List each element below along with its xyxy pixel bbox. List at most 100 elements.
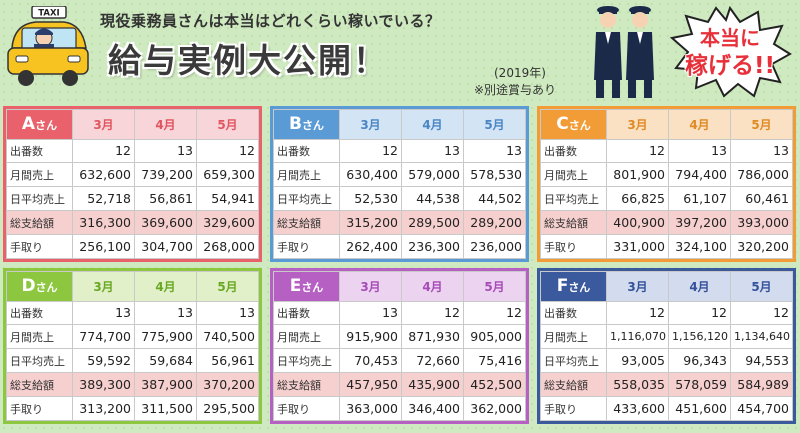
value-cell: 13	[401, 138, 464, 164]
month-header: 3月	[72, 109, 135, 140]
value-cell: 370,200	[196, 372, 259, 398]
salary-table: Aさん 3月 4月 5月 出番数 12 13 12 月間売上 632,600 739,200 659,…	[6, 109, 259, 259]
row-label: 月間売上	[273, 162, 340, 188]
month-header: 4月	[134, 109, 197, 140]
row-label: 手取り	[273, 234, 340, 259]
table-row: 日平均売上 59,592 59,684 56,961	[6, 348, 259, 374]
value-cell: 13	[463, 138, 526, 164]
month-header: 3月	[339, 109, 402, 140]
value-cell: 54,941	[196, 186, 259, 212]
driver-letter: C	[556, 114, 569, 135]
value-cell: 632,600	[72, 162, 135, 188]
value-cell: 579,000	[401, 162, 464, 188]
value-cell: 289,500	[401, 210, 464, 236]
driver-letter: D	[21, 276, 36, 297]
table-row: 総支給額 389,300 387,900 370,200	[6, 372, 259, 398]
month-header: 3月	[339, 271, 402, 302]
value-cell: 774,700	[72, 324, 135, 350]
row-label: 出番数	[6, 300, 73, 326]
table-row: 手取り 262,400 236,300 236,000	[273, 234, 526, 259]
driver-suffix: さん	[568, 119, 591, 133]
driver-suffix: さん	[301, 281, 324, 295]
value-cell: 13	[668, 138, 731, 164]
salary-panel-c: Cさん 3月 4月 5月 出番数 12 13 13 月間売上 801,900 794,400 786,…	[537, 106, 796, 262]
table-row: 出番数 12 13 12	[6, 138, 259, 164]
value-cell: 387,900	[134, 372, 197, 398]
driver-letter: E	[289, 276, 302, 297]
month-header: 3月	[606, 109, 669, 140]
row-label: 手取り	[540, 234, 607, 259]
value-cell: 61,107	[668, 186, 731, 212]
value-cell: 315,200	[339, 210, 402, 236]
value-cell: 56,961	[196, 348, 259, 374]
taxi-sign-text: TAXI	[38, 9, 59, 19]
table-row: 手取り 363,000 346,400 362,000	[273, 396, 526, 421]
taxi-driver-illustration: TAXI	[7, 6, 89, 86]
value-cell: 740,500	[196, 324, 259, 350]
value-cell: 52,530	[339, 186, 402, 212]
row-label: 日平均売上	[540, 186, 607, 212]
table-row: 日平均売上 70,453 72,660 75,416	[273, 348, 526, 374]
driver-suffix: さん	[568, 281, 591, 295]
value-cell: 75,416	[463, 348, 526, 374]
starburst-icon	[669, 6, 792, 98]
value-cell: 905,000	[463, 324, 526, 350]
value-cell: 584,989	[730, 372, 793, 398]
month-header: 4月	[668, 109, 731, 140]
value-cell: 13	[730, 138, 793, 164]
value-cell: 1,156,120	[668, 324, 731, 350]
value-cell: 13	[72, 300, 135, 326]
month-header: 3月	[72, 271, 135, 302]
table-row: 出番数 12 13 13	[540, 138, 793, 164]
value-cell: 578,059	[668, 372, 731, 398]
driver-suffix: さん	[35, 119, 58, 133]
month-header: 5月	[730, 271, 793, 302]
table-row: 日平均売上 52,530 44,538 44,502	[273, 186, 526, 212]
row-label: 月間売上	[6, 162, 73, 188]
table-row: 日平均売上 93,005 96,343 94,553	[540, 348, 793, 374]
month-header: 5月	[463, 109, 526, 140]
value-cell: 331,000	[606, 234, 669, 259]
promo-badge: 本当に 稼げる!!	[668, 6, 792, 98]
value-cell: 452,500	[463, 372, 526, 398]
value-cell: 451,600	[668, 396, 731, 421]
value-cell: 12	[606, 138, 669, 164]
value-cell: 329,600	[196, 210, 259, 236]
value-cell: 313,200	[72, 396, 135, 421]
driver-name: Fさん	[540, 271, 607, 302]
value-cell: 56,861	[134, 186, 197, 212]
badge-line-2: 稼げる!!	[685, 53, 775, 79]
value-cell: 389,300	[72, 372, 135, 398]
driver-name: Eさん	[273, 271, 340, 302]
value-cell: 236,000	[463, 234, 526, 259]
value-cell: 739,200	[134, 162, 197, 188]
row-label: 総支給額	[6, 372, 73, 398]
row-label: 総支給額	[273, 372, 340, 398]
row-label: 日平均売上	[540, 348, 607, 374]
driver-letter: A	[21, 114, 36, 135]
value-cell: 794,400	[668, 162, 731, 188]
month-header: 5月	[196, 109, 259, 140]
table-row: 出番数 12 12 12	[540, 300, 793, 326]
table-row: 日平均売上 66,825 61,107 60,461	[540, 186, 793, 212]
value-cell: 72,660	[401, 348, 464, 374]
salary-table: Fさん 3月 4月 5月 出番数 12 12 12 月間売上 1,116,070 1,156,120…	[540, 271, 793, 421]
value-cell: 304,700	[134, 234, 197, 259]
value-cell: 324,100	[668, 234, 731, 259]
page-subtitle: 現役乗務員さんは本当はどれくらい稼いでいる？	[100, 12, 441, 30]
value-cell: 435,900	[401, 372, 464, 398]
value-cell: 454,700	[730, 396, 793, 421]
value-cell: 12	[730, 300, 793, 326]
row-label: 日平均売上	[273, 348, 340, 374]
table-row: 総支給額 315,200 289,500 289,200	[273, 210, 526, 236]
driver-suffix: さん	[35, 281, 58, 295]
salary-table: Bさん 3月 4月 5月 出番数 12 13 13 月間売上 630,400 579,000 578,…	[273, 109, 526, 259]
driver-name: Dさん	[6, 271, 73, 302]
table-row: 総支給額 316,300 369,600 329,600	[6, 210, 259, 236]
table-row: 総支給額 558,035 578,059 584,989	[540, 372, 793, 398]
table-row: 月間売上 632,600 739,200 659,300	[6, 162, 259, 188]
value-cell: 801,900	[606, 162, 669, 188]
value-cell: 320,200	[730, 234, 793, 259]
salary-panel-a: Aさん 3月 4月 5月 出番数 12 13 12 月間売上 632,600 739,200 659,…	[3, 106, 262, 262]
value-cell: 44,538	[401, 186, 464, 212]
